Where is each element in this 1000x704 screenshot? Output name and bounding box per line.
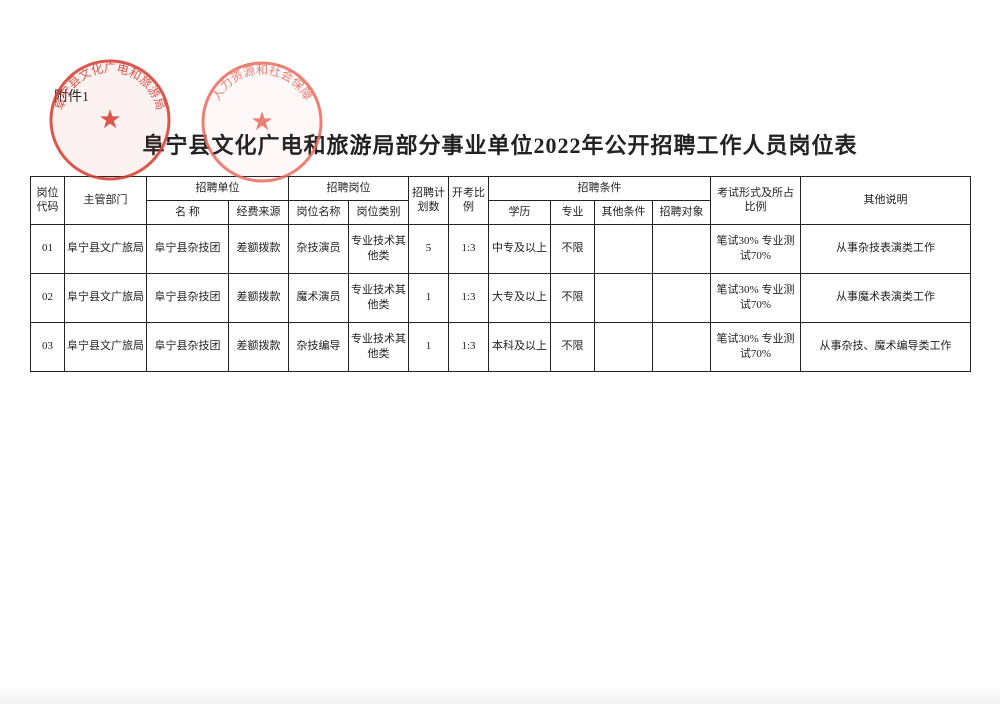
- col-other: 其他说明: [801, 177, 971, 225]
- cell-major: 不限: [551, 273, 595, 322]
- table-row: 02阜宁县文广旅局阜宁县杂技团差额拨款魔术演员专业技术其他类11:3大专及以上不…: [31, 273, 971, 322]
- col-cond-group: 招聘条件: [489, 177, 711, 201]
- cell-unit_name: 阜宁县杂技团: [147, 273, 229, 322]
- page: 附件1 ★阜宁县文化广电和旅游局 ★人力资源和社会保障 阜宁县文化广电和旅游局部…: [0, 0, 1000, 704]
- col-plan: 招聘计划数: [409, 177, 449, 225]
- scan-shadow: [0, 686, 1000, 704]
- official-seal-right: ★人力资源和社会保障: [200, 60, 324, 184]
- cell-code: 01: [31, 224, 65, 273]
- cell-target: [653, 273, 711, 322]
- cell-other_cond: [595, 322, 653, 371]
- col-post-name: 岗位名称: [289, 200, 349, 224]
- cell-other_cond: [595, 273, 653, 322]
- cell-exam: 笔试30% 专业测试70%: [711, 224, 801, 273]
- cell-post_type: 专业技术其他类: [349, 224, 409, 273]
- svg-text:人力资源和社会保障: 人力资源和社会保障: [209, 62, 316, 102]
- cell-unit_fund: 差额拨款: [229, 224, 289, 273]
- cell-major: 不限: [551, 322, 595, 371]
- cell-post_type: 专业技术其他类: [349, 322, 409, 371]
- positions-table: 岗位代码 主管部门 招聘单位 招聘岗位 招聘计划数 开考比例 招聘条件 考试形式…: [30, 176, 971, 372]
- cell-target: [653, 224, 711, 273]
- col-target: 招聘对象: [653, 200, 711, 224]
- col-post-group: 招聘岗位: [289, 177, 409, 201]
- cell-plan: 1: [409, 273, 449, 322]
- col-edu: 学历: [489, 200, 551, 224]
- cell-code: 03: [31, 322, 65, 371]
- cell-post_name: 魔术演员: [289, 273, 349, 322]
- cell-other: 从事杂技表演类工作: [801, 224, 971, 273]
- cell-edu: 中专及以上: [489, 224, 551, 273]
- cell-unit_name: 阜宁县杂技团: [147, 224, 229, 273]
- table-row: 03阜宁县文广旅局阜宁县杂技团差额拨款杂技编导专业技术其他类11:3本科及以上不…: [31, 322, 971, 371]
- cell-edu: 本科及以上: [489, 322, 551, 371]
- col-ratio: 开考比例: [449, 177, 489, 225]
- cell-dept: 阜宁县文广旅局: [65, 322, 147, 371]
- cell-plan: 1: [409, 322, 449, 371]
- cell-dept: 阜宁县文广旅局: [65, 273, 147, 322]
- cell-unit_fund: 差额拨款: [229, 273, 289, 322]
- col-other-cond: 其他条件: [595, 200, 653, 224]
- col-dept: 主管部门: [65, 177, 147, 225]
- cell-unit_fund: 差额拨款: [229, 322, 289, 371]
- col-post-type: 岗位类别: [349, 200, 409, 224]
- col-major: 专业: [551, 200, 595, 224]
- col-code: 岗位代码: [31, 177, 65, 225]
- col-exam: 考试形式及所占比例: [711, 177, 801, 225]
- cell-post_type: 专业技术其他类: [349, 273, 409, 322]
- cell-code: 02: [31, 273, 65, 322]
- official-seal-left: ★阜宁县文化广电和旅游局: [48, 58, 172, 182]
- cell-dept: 阜宁县文广旅局: [65, 224, 147, 273]
- cell-major: 不限: [551, 224, 595, 273]
- cell-edu: 大专及以上: [489, 273, 551, 322]
- cell-target: [653, 322, 711, 371]
- cell-exam: 笔试30% 专业测试70%: [711, 273, 801, 322]
- page-title: 阜宁县文化广电和旅游局部分事业单位2022年公开招聘工作人员岗位表: [30, 128, 970, 160]
- table-header-row-1: 岗位代码 主管部门 招聘单位 招聘岗位 招聘计划数 开考比例 招聘条件 考试形式…: [31, 177, 971, 201]
- col-unit-group: 招聘单位: [147, 177, 289, 201]
- cell-ratio: 1:3: [449, 273, 489, 322]
- cell-ratio: 1:3: [449, 224, 489, 273]
- cell-unit_name: 阜宁县杂技团: [147, 322, 229, 371]
- attachment-label: 附件1: [54, 86, 89, 106]
- cell-other_cond: [595, 224, 653, 273]
- cell-post_name: 杂技编导: [289, 322, 349, 371]
- cell-post_name: 杂技演员: [289, 224, 349, 273]
- cell-ratio: 1:3: [449, 322, 489, 371]
- cell-other: 从事魔术表演类工作: [801, 273, 971, 322]
- col-unit-fund: 经费来源: [229, 200, 289, 224]
- cell-plan: 5: [409, 224, 449, 273]
- table-row: 01阜宁县文广旅局阜宁县杂技团差额拨款杂技演员专业技术其他类51:3中专及以上不…: [31, 224, 971, 273]
- col-unit-name: 名 称: [147, 200, 229, 224]
- cell-other: 从事杂技、魔术编导类工作: [801, 322, 971, 371]
- cell-exam: 笔试30% 专业测试70%: [711, 322, 801, 371]
